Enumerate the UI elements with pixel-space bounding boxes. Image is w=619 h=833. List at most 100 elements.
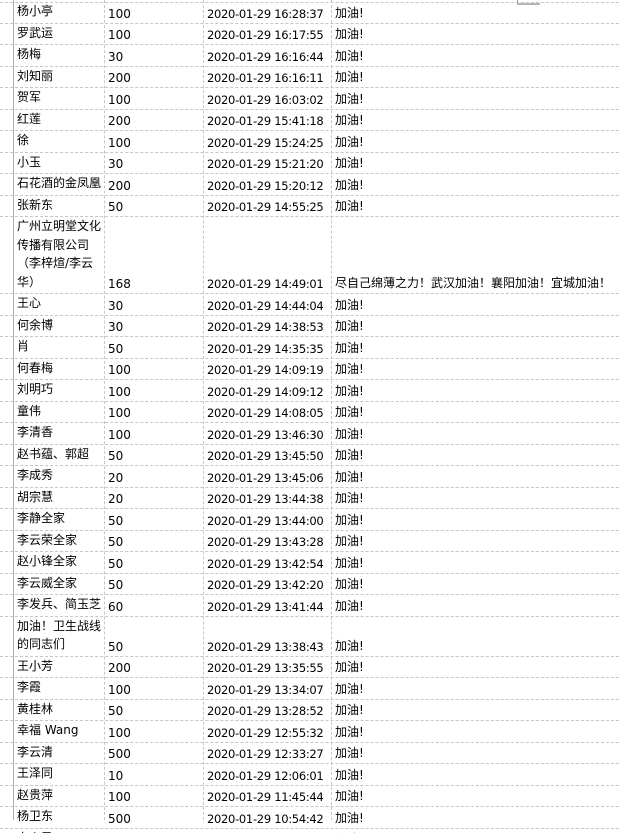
amount-cell[interactable]: 50	[104, 337, 203, 358]
name-cell[interactable]: 杨梅	[13, 45, 104, 66]
amount-cell[interactable]: 100	[104, 402, 203, 423]
message-cell[interactable]: 加油!	[331, 721, 619, 742]
message-cell[interactable]: 加油!	[331, 380, 619, 401]
time-cell[interactable]: 2020-01-29 13:35:55	[203, 657, 331, 678]
name-cell[interactable]: 徐	[13, 131, 104, 152]
amount-cell[interactable]: 30	[104, 316, 203, 337]
message-cell[interactable]: 加油!	[331, 574, 619, 595]
amount-cell[interactable]: 100	[104, 721, 203, 742]
message-cell[interactable]: 加油!	[331, 786, 619, 807]
time-cell[interactable]: 2020-01-29 14:38:53	[203, 316, 331, 337]
amount-cell[interactable]: 60	[104, 595, 203, 616]
time-cell[interactable]: 2020-01-29 13:44:00	[203, 509, 331, 530]
amount-cell[interactable]: 100	[104, 131, 203, 152]
table-row[interactable]: 王心 30 2020-01-29 14:44:04 加油!	[0, 294, 619, 316]
amount-cell[interactable]: 100	[104, 359, 203, 380]
table-row[interactable]: 石花酒的金凤凰 200 2020-01-29 15:20:12 加油!	[0, 174, 619, 196]
name-cell[interactable]: 黄桂林	[13, 700, 104, 721]
amount-cell[interactable]: 10	[104, 764, 203, 785]
time-cell[interactable]: 2020-01-29 13:28:52	[203, 700, 331, 721]
message-cell[interactable]: 加油!	[331, 131, 619, 152]
amount-cell[interactable]: 100	[104, 2, 203, 23]
name-cell[interactable]: 何春梅	[13, 359, 104, 380]
name-cell[interactable]: 张新东	[13, 196, 104, 217]
message-cell[interactable]: 加油!	[331, 764, 619, 785]
time-cell[interactable]: 2020-01-29 13:38:43	[203, 617, 331, 656]
message-cell[interactable]: 加油!	[331, 829, 619, 833]
name-cell[interactable]: 李霞	[13, 678, 104, 699]
table-row[interactable]: 何余博 30 2020-01-29 14:38:53 加油!	[0, 316, 619, 337]
amount-cell[interactable]: 200	[104, 174, 203, 195]
amount-cell[interactable]: 30	[104, 45, 203, 66]
amount-cell[interactable]: 200	[104, 829, 203, 833]
message-cell[interactable]: 尽自己绵薄之力！武汉加油！襄阳加油！宜城加油！	[331, 217, 619, 293]
amount-cell[interactable]: 50	[104, 552, 203, 573]
name-cell[interactable]: 王小芳	[13, 657, 104, 678]
amount-cell[interactable]: 100	[104, 380, 203, 401]
message-cell[interactable]: 加油!	[331, 445, 619, 466]
name-cell[interactable]: 石花酒的金凤凰	[13, 174, 104, 195]
amount-cell[interactable]: 50	[104, 700, 203, 721]
time-cell[interactable]: 2020-01-29 16:17:55	[203, 24, 331, 45]
time-cell[interactable]: 2020-01-29 13:45:06	[203, 466, 331, 487]
amount-cell[interactable]: 100	[104, 88, 203, 109]
message-cell[interactable]: 加油!	[331, 110, 619, 131]
message-cell[interactable]: 加油!	[331, 174, 619, 195]
table-row[interactable]: 杨梅 30 2020-01-29 16:16:44 加油!	[0, 45, 619, 67]
time-cell[interactable]: 2020-01-29 15:20:12	[203, 174, 331, 195]
table-row[interactable]: 张新东 50 2020-01-29 14:55:25 加油!	[0, 196, 619, 217]
message-cell[interactable]: 加油!	[331, 24, 619, 45]
time-cell[interactable]: 2020-01-29 13:41:44	[203, 595, 331, 616]
table-row[interactable]: 徐 100 2020-01-29 15:24:25 加油!	[0, 131, 619, 153]
time-cell[interactable]: 2020-01-29 10:54:42	[203, 807, 331, 828]
name-cell[interactable]: 赵贵萍	[13, 786, 104, 807]
table-row[interactable]: 红莲 200 2020-01-29 15:41:18 加油!	[0, 110, 619, 131]
name-cell[interactable]: 赵小锋全家	[13, 552, 104, 573]
amount-cell[interactable]: 50	[104, 574, 203, 595]
time-cell[interactable]: 2020-01-29 14:49:01	[203, 217, 331, 293]
time-cell[interactable]: 2020-01-29 14:09:19	[203, 359, 331, 380]
table-row[interactable]: 黄桂林 50 2020-01-29 13:28:52 加油!	[0, 700, 619, 721]
amount-cell[interactable]: 100	[104, 786, 203, 807]
table-row[interactable]: 赵贵萍 100 2020-01-29 11:45:44 加油!	[0, 786, 619, 807]
time-cell[interactable]: 2020-01-29 10:19:19	[203, 829, 331, 833]
time-cell[interactable]: 2020-01-29 12:06:01	[203, 764, 331, 785]
table-row[interactable]: 王泽同 10 2020-01-29 12:06:01 加油!	[0, 764, 619, 786]
time-cell[interactable]: 2020-01-29 15:41:18	[203, 110, 331, 131]
amount-cell[interactable]: 30	[104, 294, 203, 315]
time-cell[interactable]: 2020-01-29 13:42:20	[203, 574, 331, 595]
message-cell[interactable]: 加油!	[331, 743, 619, 764]
name-cell[interactable]: 刘明巧	[13, 380, 104, 401]
message-cell[interactable]: 加油!	[331, 88, 619, 109]
time-cell[interactable]: 2020-01-29 14:44:04	[203, 294, 331, 315]
amount-cell[interactable]: 500	[104, 807, 203, 828]
time-cell[interactable]: 2020-01-29 14:09:12	[203, 380, 331, 401]
name-cell[interactable]: 李发兵、简玉芝	[13, 595, 104, 616]
name-cell[interactable]: 贺军	[13, 88, 104, 109]
amount-cell[interactable]: 20	[104, 488, 203, 509]
name-cell[interactable]: 李云清	[13, 743, 104, 764]
message-cell[interactable]: 加油!	[331, 657, 619, 678]
table-row[interactable]: 肖 50 2020-01-29 14:35:35 加油!	[0, 337, 619, 359]
name-cell[interactable]: 广州立明堂文化传播有限公司（李梓煊/李云华）	[13, 217, 104, 293]
table-row[interactable]: 李静全家 50 2020-01-29 13:44:00 加油!	[0, 509, 619, 531]
name-cell[interactable]: 李云威全家	[13, 574, 104, 595]
time-cell[interactable]: 2020-01-29 16:16:44	[203, 45, 331, 66]
time-cell[interactable]: 2020-01-29 14:55:25	[203, 196, 331, 217]
name-cell[interactable]: 杨卫东	[13, 807, 104, 828]
name-cell[interactable]: 李成秀	[13, 466, 104, 487]
time-cell[interactable]: 2020-01-29 14:35:35	[203, 337, 331, 358]
message-cell[interactable]: 加油!	[331, 531, 619, 552]
message-cell[interactable]: 加油!	[331, 153, 619, 174]
name-cell[interactable]: 李清香	[13, 423, 104, 444]
amount-cell[interactable]: 50	[104, 196, 203, 217]
amount-cell[interactable]: 200	[104, 67, 203, 88]
name-cell[interactable]: 王心	[13, 294, 104, 315]
name-cell[interactable]: 罗武运	[13, 24, 104, 45]
amount-cell[interactable]: 100	[104, 678, 203, 699]
message-cell[interactable]: 加油!	[331, 196, 619, 217]
message-cell[interactable]: 加油!	[331, 466, 619, 487]
table-row[interactable]: 李清香 100 2020-01-29 13:46:30 加油!	[0, 423, 619, 445]
time-cell[interactable]: 2020-01-29 14:08:05	[203, 402, 331, 423]
amount-cell[interactable]: 500	[104, 743, 203, 764]
